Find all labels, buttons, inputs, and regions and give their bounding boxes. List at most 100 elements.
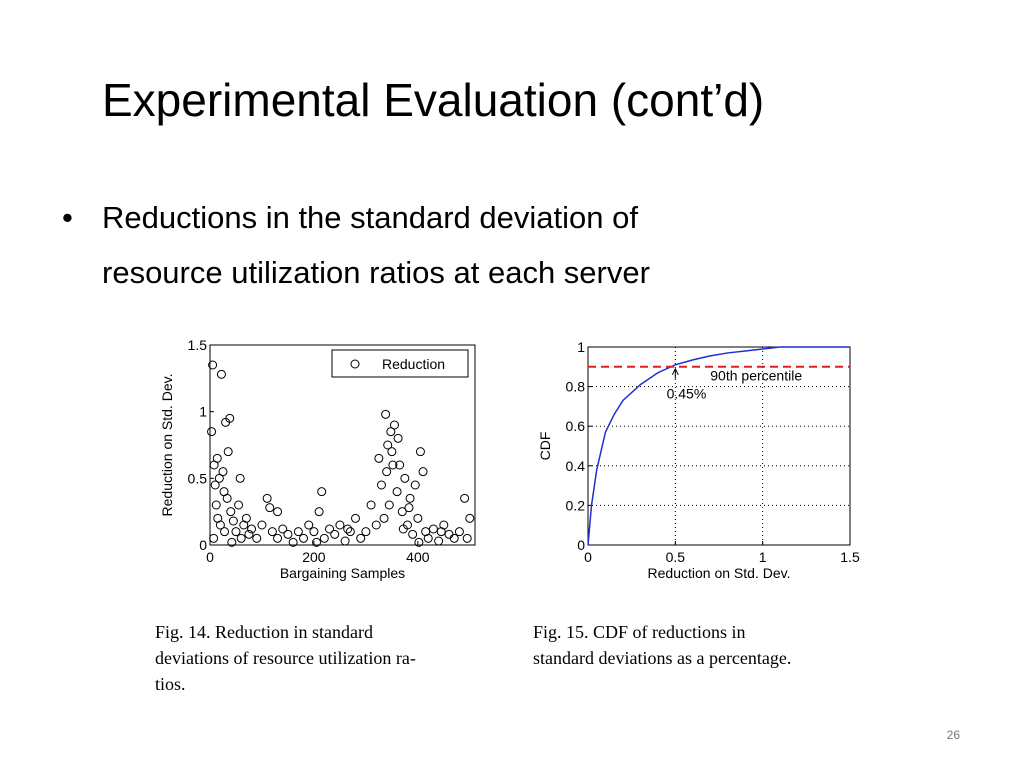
caption-line: standard deviations as a percentage. xyxy=(533,648,791,668)
y-tick-label: 0 xyxy=(199,537,207,553)
scatter-point xyxy=(312,537,322,547)
scatter-point xyxy=(392,487,402,497)
scatter-point xyxy=(384,500,394,510)
scatter-point xyxy=(235,473,245,483)
scatter-point xyxy=(267,527,277,537)
scatter-point xyxy=(214,473,224,483)
scatter-point xyxy=(371,520,381,530)
scatter-point xyxy=(366,500,376,510)
scatter-point xyxy=(209,533,219,543)
scatter-point xyxy=(465,513,475,523)
y-tick-label: 0.5 xyxy=(188,470,208,486)
scatter-point xyxy=(225,413,235,423)
bullet-line: resource utilization ratios at each serv… xyxy=(102,255,650,290)
x-tick-label: 0.5 xyxy=(666,549,686,565)
scatter-point xyxy=(257,520,267,530)
scatter-point xyxy=(350,513,360,523)
scatter-point xyxy=(208,360,218,370)
cdf-line xyxy=(587,346,850,546)
y-axis-label: Reduction on Std. Dev. xyxy=(159,374,175,517)
scatter-point xyxy=(340,536,350,546)
scatter-point xyxy=(343,524,353,534)
caption-line: tios. xyxy=(155,674,186,694)
scatter-point xyxy=(288,537,298,547)
scatter-point xyxy=(395,460,405,470)
annotation: 90th percentile xyxy=(710,368,802,384)
y-tick-label: 0.6 xyxy=(566,418,586,434)
scatter-point xyxy=(227,537,237,547)
scatter-point xyxy=(219,487,229,497)
y-axis-label: CDF xyxy=(537,432,553,461)
plot-frame xyxy=(209,344,476,546)
scatter-point xyxy=(404,503,414,513)
scatter-point xyxy=(376,480,386,490)
caption-line: Fig. 15. CDF of reductions in xyxy=(533,622,746,642)
x-tick-label: 1.5 xyxy=(840,549,860,565)
caption-line: Fig. 14. Reduction in standard xyxy=(155,622,373,642)
scatter-point xyxy=(234,500,244,510)
scatter-point xyxy=(283,529,293,539)
slide-title: Experimental Evaluation (cont’d) xyxy=(102,74,764,126)
scatter-point xyxy=(265,503,275,513)
scatter-point xyxy=(207,427,217,437)
scatter-point xyxy=(413,513,423,523)
scatter-point xyxy=(345,527,355,537)
scatter-point xyxy=(356,533,366,543)
scatter-point xyxy=(223,447,233,457)
scatter-point xyxy=(462,533,472,543)
y-tick-label: 1.5 xyxy=(188,337,208,353)
scatter-point xyxy=(415,447,425,457)
scatter-point xyxy=(389,420,399,430)
caption-line: deviations of resource utilization ra- xyxy=(155,648,416,668)
scatter-point xyxy=(218,467,228,477)
scatter-point xyxy=(215,520,225,530)
x-tick-label: 0 xyxy=(206,549,214,565)
annotation: 0.45% xyxy=(667,385,707,401)
scatter-point xyxy=(273,507,283,517)
scatter-point xyxy=(211,500,221,510)
scatter-point xyxy=(210,480,220,490)
scatter-point xyxy=(325,524,335,534)
y-tick-label: 1 xyxy=(199,404,207,420)
scatter-point xyxy=(374,453,384,463)
scatter-point xyxy=(436,527,446,537)
scatter-point xyxy=(444,529,454,539)
x-axis-label: Reduction on Std. Dev. xyxy=(648,565,791,581)
scatter-point xyxy=(299,533,309,543)
scatter-point xyxy=(247,524,257,534)
y-tick-label: 1 xyxy=(577,339,585,355)
bullet-dot: • xyxy=(62,200,73,235)
scatter-point xyxy=(383,440,393,450)
scatter-point xyxy=(262,493,272,503)
scatter-point xyxy=(293,527,303,537)
x-axis-label: Bargaining Samples xyxy=(280,565,405,581)
arrow-head xyxy=(671,367,679,376)
scatter-point xyxy=(319,533,329,543)
x-tick-label: 200 xyxy=(302,549,326,565)
legend-marker xyxy=(350,359,360,369)
scatter-point xyxy=(379,513,389,523)
scatter-point xyxy=(393,433,403,443)
scatter-point xyxy=(434,536,444,546)
scatter-point xyxy=(428,524,438,534)
scatter-point xyxy=(460,493,470,503)
scatter-point xyxy=(414,537,424,547)
y-tick-label: 0.8 xyxy=(566,379,586,395)
scatter-point xyxy=(408,529,418,539)
scatter-point xyxy=(226,507,236,517)
scatter-point xyxy=(241,513,251,523)
legend-label: Reduction xyxy=(382,356,445,372)
scatter-point xyxy=(216,369,226,379)
plot-frame xyxy=(587,346,851,546)
scatter-point xyxy=(400,473,410,483)
scatter-point xyxy=(304,520,314,530)
scatter-point xyxy=(278,524,288,534)
x-tick-label: 400 xyxy=(406,549,430,565)
y-tick-label: 0.4 xyxy=(566,458,586,474)
scatter-point xyxy=(273,533,283,543)
scatter-point xyxy=(398,524,408,534)
scatter-point xyxy=(388,460,398,470)
legend-box xyxy=(331,349,469,378)
scatter-point xyxy=(212,453,222,463)
scatter-point xyxy=(387,447,397,457)
